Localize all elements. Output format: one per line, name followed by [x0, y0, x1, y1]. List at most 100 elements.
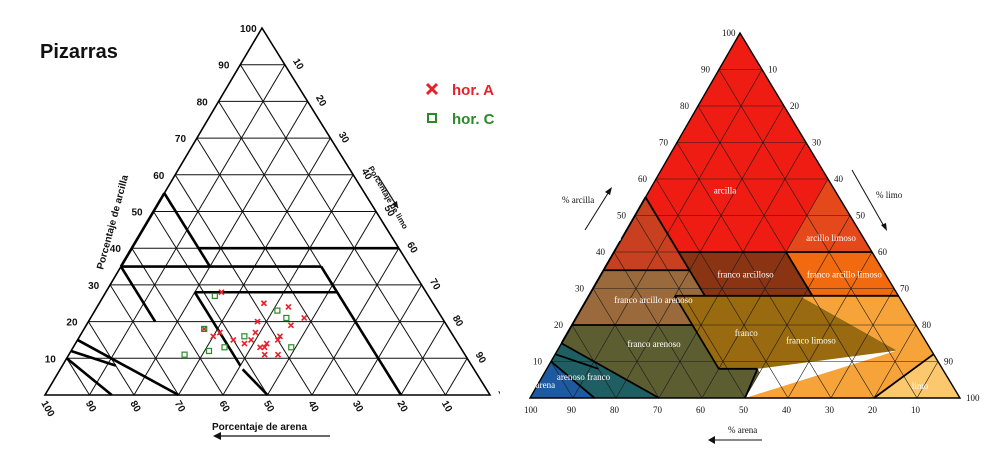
sand-tick-label: 80 — [127, 399, 142, 415]
data-point-hor-a — [210, 333, 217, 340]
class-boundary — [193, 291, 242, 367]
silt-tick-label: 60 — [878, 247, 888, 257]
clay-tick-label: 10 — [533, 357, 543, 367]
data-point-hor-a — [254, 318, 261, 325]
clay-tick-label: 20 — [554, 320, 564, 330]
sand-tick-label: 90 — [567, 405, 577, 415]
left-data-points — [181, 289, 308, 358]
silt-tick-label: 90 — [473, 350, 488, 366]
class-boundary — [119, 192, 166, 268]
legend-label-hor-c: hor. C — [452, 111, 495, 128]
grid-line-sand — [109, 284, 179, 396]
data-point-hor-a — [230, 336, 237, 344]
sand-tick-label: 10 — [439, 399, 454, 415]
region-boundary — [560, 324, 573, 344]
data-point-hor-a — [276, 333, 284, 340]
right-region-labels: arcilla arcillo arenoso arcillo limoso fran… — [536, 186, 929, 391]
sand-tick-label: 30 — [825, 405, 835, 415]
silt-tick-label: 70 — [900, 284, 910, 294]
grid-line-sand — [676, 142, 832, 399]
region-boundary — [644, 196, 680, 253]
sand-tick-label: 100 — [38, 399, 56, 419]
clay-tick-label: 30 — [575, 284, 585, 294]
clay-tick-label: 50 — [617, 211, 627, 221]
clay-tick-label: 100 — [240, 24, 257, 35]
grid-line-silt — [658, 142, 807, 399]
grid-line-silt — [830, 288, 895, 399]
data-point-hor-c — [211, 292, 218, 300]
silt-tick-label: 30 — [336, 130, 351, 146]
data-point-hor-c — [288, 344, 295, 351]
silt-axis-label: Porcentaje de limo — [366, 165, 409, 231]
silt-axis-label: % limo — [876, 190, 903, 200]
grid-line-silt — [744, 215, 851, 399]
chart-title: Pizarras — [40, 41, 118, 63]
region-arenoso-franco — [551, 343, 659, 398]
region-boundary — [554, 353, 599, 370]
data-point-hor-c — [221, 344, 228, 351]
class-boundary — [320, 265, 403, 396]
data-point-hor-c — [181, 351, 188, 358]
clay-tick-label: 10 — [45, 354, 57, 365]
silt-tick-label: 60 — [404, 240, 419, 256]
clay-tick-label: 40 — [110, 244, 122, 255]
sand-axis-arrowhead — [213, 432, 221, 440]
clay-tick-label: 50 — [132, 208, 144, 219]
grid-line-sand — [718, 69, 918, 399]
silt-tick-label: 10 — [768, 65, 778, 75]
clay-tick-label: 60 — [153, 171, 165, 182]
grid-line-silt — [267, 211, 377, 396]
sand-tick-label: 70 — [653, 405, 663, 415]
data-point-hor-a — [274, 336, 281, 344]
region-franco-arcillo-arenoso — [572, 270, 705, 325]
silt-tick-label: 50 — [856, 211, 866, 221]
region-label: arena — [536, 380, 555, 390]
grid-line-silt — [873, 324, 917, 399]
left-class-boundaries — [65, 192, 403, 397]
sand-tick-label: 80 — [610, 405, 620, 415]
clay-axis-arrow — [584, 189, 611, 231]
clay-tick-label: 70 — [175, 134, 187, 145]
region-label: limo — [912, 381, 929, 391]
silt-tick-label: 40 — [834, 174, 844, 184]
region-franco — [674, 295, 897, 369]
region-boundary — [602, 196, 647, 271]
grid-line-sand — [634, 215, 746, 399]
sand-tick-label: 50 — [261, 399, 276, 415]
data-point-hor-a — [263, 340, 270, 347]
region-label: arcillo arenoso — [568, 233, 622, 243]
sand-tick-label: 60 — [216, 399, 231, 415]
grid-line-silt — [400, 321, 445, 396]
clay-tick-label: 90 — [701, 65, 711, 75]
data-point-hor-a — [201, 325, 208, 333]
sand-tick-label: 50 — [739, 405, 749, 415]
data-point-hor-a — [241, 340, 248, 347]
clay-tick-label: 20 — [66, 318, 78, 329]
region-label: franco limoso — [786, 335, 836, 345]
region-label: franco — [735, 328, 758, 338]
silt-axis-arrow — [851, 169, 886, 229]
clay-axis-arrowhead — [605, 187, 612, 195]
region-boundary — [677, 251, 706, 297]
clay-tick-label: 80 — [680, 101, 690, 111]
silt-tick-label: 100 — [966, 393, 980, 403]
right-tick-labels: 10 10 10 20 20 20 30 30 30 40 40 40 50 50 50 60 60 60 70 70… — [524, 28, 980, 415]
region-boundary — [550, 360, 596, 399]
data-point-hor-c — [205, 347, 213, 355]
region-label: franco arcillo limoso — [807, 270, 882, 280]
clay-tick-label: 70 — [659, 138, 669, 148]
grid-line-silt — [445, 358, 468, 396]
grid-line-silt — [916, 361, 939, 399]
data-point-hor-a — [261, 351, 268, 358]
data-point-hor-a — [301, 314, 308, 321]
legend-label-hor-a: hor. A — [452, 82, 494, 99]
data-point-hor-a — [218, 289, 225, 296]
sand-tick-label: 70 — [172, 399, 187, 415]
legend-marker-hor-c — [427, 113, 437, 123]
sand-axis-label: Porcentaje de arena — [212, 422, 307, 433]
region-boundary — [785, 251, 814, 297]
region-boundary — [873, 353, 935, 399]
class-boundary — [65, 357, 113, 397]
sand-tick-label: 100 — [524, 405, 538, 415]
region-label: franco arcillo arenoso — [614, 295, 693, 305]
